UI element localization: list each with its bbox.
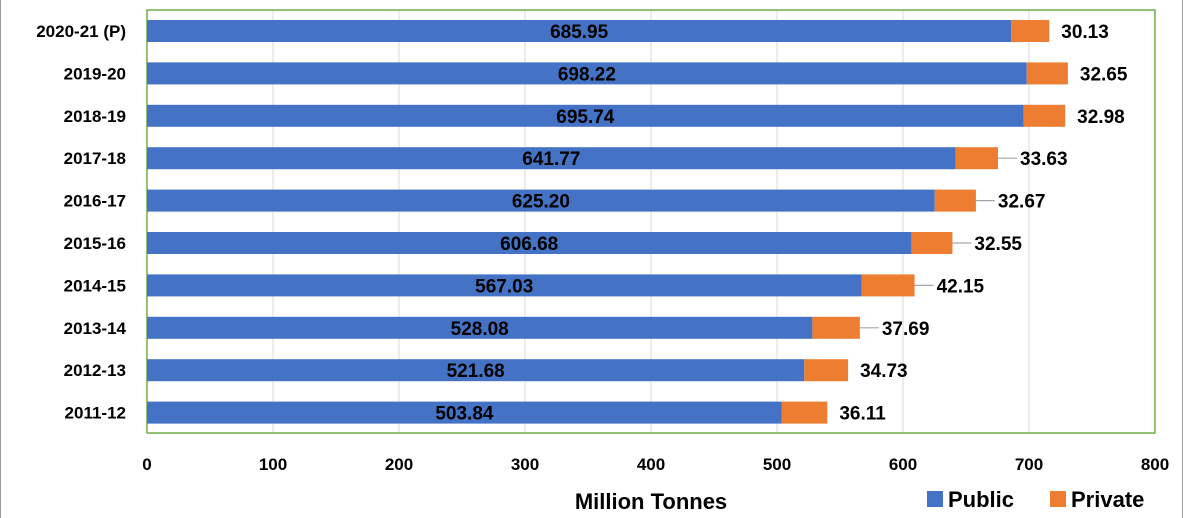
bar-private [812, 316, 860, 339]
bar-public [147, 20, 1012, 42]
data-labels: 685.95 30.13 698.22 32.65 695.74 32.98 641.77 3… [435, 22, 1128, 425]
data-label-public: 503.84 [435, 404, 494, 425]
category-label: 2019-20 [64, 64, 126, 83]
category-labels: 2020-21 (P) 2019-20 2018-19 2017-18 2016-17 2… [36, 22, 126, 423]
data-label-public: 685.95 [550, 22, 609, 43]
x-tick-label: 400 [637, 455, 665, 474]
data-label-private: 37.69 [882, 319, 930, 340]
legend-label: Public [948, 487, 1014, 512]
data-label-public: 528.08 [451, 319, 509, 340]
bar-private [1026, 62, 1068, 85]
x-tick-label: 100 [259, 455, 287, 474]
bar-private [861, 274, 915, 297]
bar-private [1023, 104, 1066, 127]
x-tick-label: 0 [142, 455, 151, 474]
data-label-private: 32.65 [1080, 64, 1128, 85]
bar-public [147, 147, 956, 170]
data-label-private: 32.98 [1077, 107, 1125, 128]
x-tick-label: 300 [511, 455, 539, 474]
data-label-public: 606.68 [500, 234, 558, 255]
data-label-private: 42.15 [937, 276, 985, 297]
legend-label: Private [1071, 487, 1144, 512]
legend-swatch [927, 491, 943, 507]
bar-public [147, 316, 813, 339]
bar-private [911, 232, 953, 254]
bar-public [147, 232, 912, 254]
x-axis-title: Million Tonnes [575, 489, 727, 514]
bar-public [147, 274, 862, 297]
bar-public [147, 359, 805, 382]
x-tick-label: 600 [889, 455, 917, 474]
data-label-public: 625.20 [512, 192, 570, 213]
data-label-private: 33.63 [1020, 149, 1068, 170]
category-label: 2012-13 [64, 361, 126, 380]
plot-area-border [146, 9, 1156, 434]
data-label-public: 567.03 [475, 276, 533, 297]
data-label-public: 695.74 [556, 107, 615, 128]
category-label: 2016-17 [64, 192, 126, 211]
data-label-public: 698.22 [558, 64, 616, 85]
category-label: 2020-21 (P) [36, 22, 126, 41]
data-label-private: 36.11 [839, 404, 886, 425]
data-label-private: 32.67 [998, 192, 1046, 213]
category-label: 2015-16 [64, 234, 126, 253]
bar-public [147, 189, 935, 212]
data-label-public: 521.68 [447, 361, 505, 382]
data-label-public: 641.77 [522, 149, 580, 170]
bar-public [147, 62, 1027, 85]
data-label-private: 32.55 [974, 234, 1022, 255]
x-tick-label: 800 [1141, 455, 1169, 474]
x-tick-labels: 0 100 200 300 400 500 600 700 800 [142, 455, 1169, 474]
bar-private [934, 189, 976, 212]
bar-private [804, 359, 849, 382]
leader-lines [859, 157, 1018, 329]
bar-private [1011, 20, 1050, 42]
bar-public [147, 401, 782, 424]
legend-swatch [1050, 491, 1066, 507]
bar-private [955, 147, 999, 170]
category-label: 2017-18 [64, 149, 126, 168]
category-label: 2013-14 [64, 319, 127, 338]
bar-private [781, 401, 828, 424]
data-label-private: 30.13 [1061, 22, 1109, 43]
x-tick-label: 200 [385, 455, 413, 474]
data-label-private: 34.73 [860, 361, 908, 382]
x-tick-label: 500 [763, 455, 791, 474]
category-label: 2011-12 [65, 404, 126, 423]
category-label: 2018-19 [64, 107, 126, 126]
bar-public [147, 104, 1024, 127]
bars [147, 20, 1068, 424]
category-label: 2014-15 [64, 276, 126, 295]
legend: Public Private [927, 487, 1144, 512]
x-tick-label: 700 [1015, 455, 1043, 474]
